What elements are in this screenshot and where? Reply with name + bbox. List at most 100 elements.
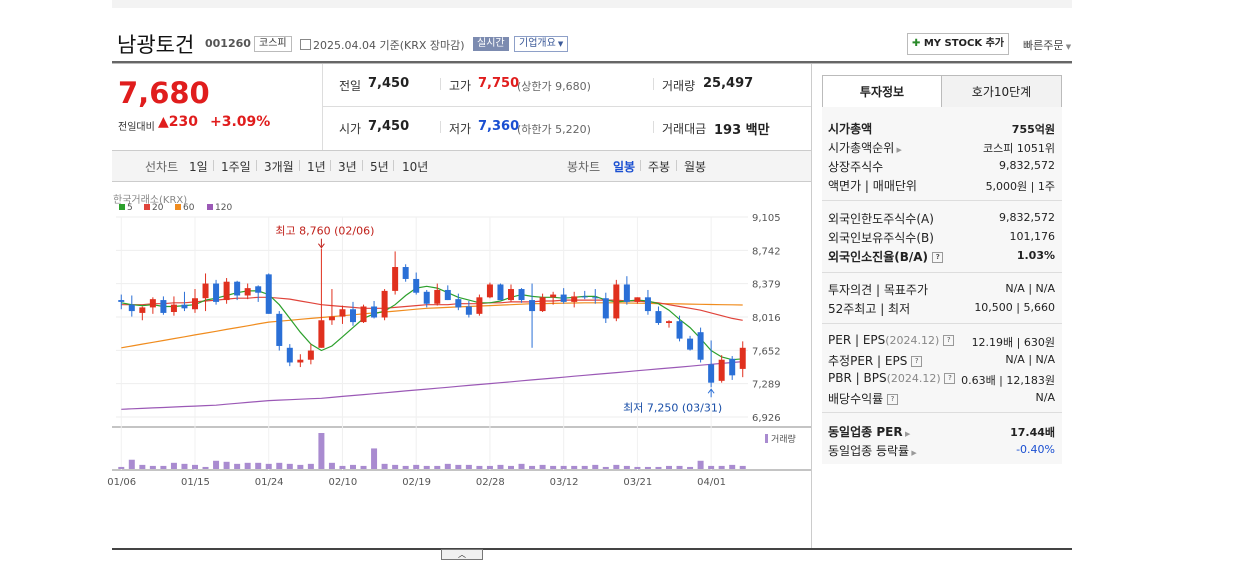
x-tick-label: 02/10 bbox=[328, 477, 357, 488]
candle-body bbox=[381, 290, 388, 318]
volume-bar bbox=[623, 465, 630, 469]
week52-label: 52주최고 | 최저 bbox=[828, 302, 911, 316]
period-3y[interactable]: 3년 bbox=[338, 160, 357, 174]
y-tick-label: 7,289 bbox=[752, 380, 781, 391]
market-cap-value: 755억원 bbox=[1011, 123, 1055, 136]
candle-body bbox=[265, 274, 272, 314]
per-eps-text: PER | EPS bbox=[828, 333, 886, 347]
header-divider bbox=[112, 61, 1072, 63]
volume-bar bbox=[508, 465, 514, 469]
legend-ma120: 120 bbox=[207, 203, 232, 213]
chevron-right-icon: ▶ bbox=[894, 146, 902, 154]
tab-order-book[interactable]: 호가10단계 bbox=[941, 75, 1062, 109]
period-1d[interactable]: 1일 bbox=[189, 160, 208, 174]
candle-body bbox=[613, 284, 620, 319]
open-value: 7,450 bbox=[368, 119, 410, 134]
line-chart-label: 선차트 bbox=[145, 160, 179, 174]
sector-change-label[interactable]: 동일업종 등락률 ▶ bbox=[828, 442, 917, 459]
week52-value: 10,500 | 5,660 bbox=[974, 301, 1055, 314]
change-value: ▲230 bbox=[158, 114, 198, 130]
help-icon[interactable]: ? bbox=[943, 335, 955, 346]
listed-shares-label: 상장주식수 bbox=[828, 160, 884, 174]
period-1y[interactable]: 1년 bbox=[307, 160, 326, 174]
candle-chart-label: 봉차트 bbox=[567, 160, 601, 174]
candle-body bbox=[234, 281, 241, 296]
foreign-holding-label: 외국인보유주식수(B) bbox=[828, 231, 934, 245]
candle-body bbox=[339, 309, 346, 317]
add-mystock-label: MY STOCK 추가 bbox=[923, 38, 1005, 49]
candle-body bbox=[318, 320, 325, 348]
volume-bar bbox=[192, 464, 198, 469]
pbr-bps-text: PBR | BPS bbox=[828, 371, 887, 385]
add-mystock-button[interactable]: ✚ MY STOCK 추가 bbox=[907, 33, 1009, 55]
candle-body bbox=[465, 306, 472, 315]
period-3m[interactable]: 3개월 bbox=[264, 160, 294, 174]
sector-per-label[interactable]: 동일업종 PER ▶ bbox=[828, 423, 910, 440]
volume-legend-swatch bbox=[765, 434, 768, 443]
candle-body bbox=[708, 364, 715, 383]
top-banner-strip bbox=[112, 0, 1072, 8]
foreign-ratio-value: 1.03% bbox=[1016, 249, 1055, 262]
volume-bar bbox=[602, 466, 609, 469]
opinion-value: N/A | N/A bbox=[1005, 282, 1055, 295]
x-tick-label: 02/19 bbox=[402, 477, 431, 488]
volume-bar bbox=[676, 465, 683, 469]
candle-monthly[interactable]: 월봉 bbox=[684, 160, 707, 174]
volume-bar bbox=[550, 465, 557, 469]
candle-body bbox=[181, 304, 188, 309]
company-overview-dropdown[interactable]: 기업개요 ▼ bbox=[514, 36, 569, 52]
separator bbox=[676, 160, 677, 171]
candle-body bbox=[455, 299, 462, 308]
pbr-bps-period: (2024.12) bbox=[886, 372, 941, 385]
candle-daily[interactable]: 일봉 bbox=[613, 160, 636, 174]
change-amount: 230 bbox=[168, 114, 199, 130]
divider bbox=[822, 412, 1062, 413]
help-icon[interactable]: ? bbox=[911, 356, 923, 367]
foreign-ratio-text: 외국인소진율(B/A) bbox=[828, 250, 929, 264]
volume-bar bbox=[423, 465, 430, 469]
price-chart[interactable]: 9,105 8,742 8,379 8,016 7,652 7,289 6,926 01/06… bbox=[0, 0, 811, 500]
separator bbox=[653, 121, 654, 133]
candle-body bbox=[149, 299, 156, 308]
est-per-label: 추정PER | EPS ? bbox=[828, 352, 923, 369]
legend-ma20-label: 20 bbox=[152, 203, 164, 213]
amount-label: 거래대금 bbox=[662, 122, 707, 136]
candle-body bbox=[581, 296, 588, 298]
separator bbox=[440, 121, 441, 133]
volume-bar bbox=[613, 464, 620, 469]
help-icon[interactable]: ? bbox=[887, 394, 899, 405]
help-icon[interactable]: ? bbox=[944, 373, 956, 384]
volume-bar bbox=[286, 463, 293, 469]
per-eps-label: PER | EPS(2024.12) ? bbox=[828, 333, 955, 347]
x-tick-label: 04/01 bbox=[697, 477, 726, 488]
candle-weekly[interactable]: 주봉 bbox=[648, 160, 671, 174]
candle-body bbox=[676, 321, 683, 339]
help-icon[interactable]: ? bbox=[932, 252, 944, 263]
volume-bar bbox=[128, 459, 135, 469]
volume-bar bbox=[297, 464, 304, 469]
max-arrow-head bbox=[318, 243, 325, 249]
volume-bar bbox=[160, 465, 167, 469]
candle-body bbox=[160, 300, 167, 313]
info-panel bbox=[822, 107, 1062, 464]
quick-order-button[interactable]: 빠른주문 ▼ bbox=[1023, 37, 1071, 53]
candle-body bbox=[497, 284, 504, 301]
period-1w[interactable]: 1주일 bbox=[221, 160, 251, 174]
volume-bar bbox=[328, 462, 335, 469]
y-tick-label: 6,926 bbox=[752, 413, 781, 424]
period-5y[interactable]: 5년 bbox=[370, 160, 389, 174]
volume-bar bbox=[392, 464, 399, 469]
market-cap-rank-label[interactable]: 시가총액순위 ▶ bbox=[828, 139, 902, 156]
candle-body bbox=[276, 313, 283, 346]
per-eps-period: (2024.12) bbox=[885, 334, 940, 347]
listed-shares-value: 9,832,572 bbox=[999, 159, 1055, 172]
candle-body bbox=[697, 332, 704, 360]
volume-bar bbox=[139, 464, 146, 469]
period-10y[interactable]: 10년 bbox=[402, 160, 429, 174]
tab-investment-info[interactable]: 투자정보 bbox=[822, 75, 942, 108]
x-tick-label: 03/12 bbox=[550, 477, 579, 488]
realtime-button[interactable]: 실시간 bbox=[473, 37, 509, 51]
volume-bar bbox=[307, 463, 314, 469]
volume-bar bbox=[708, 465, 715, 469]
collapse-chart-button[interactable]: ︿ bbox=[441, 549, 483, 560]
